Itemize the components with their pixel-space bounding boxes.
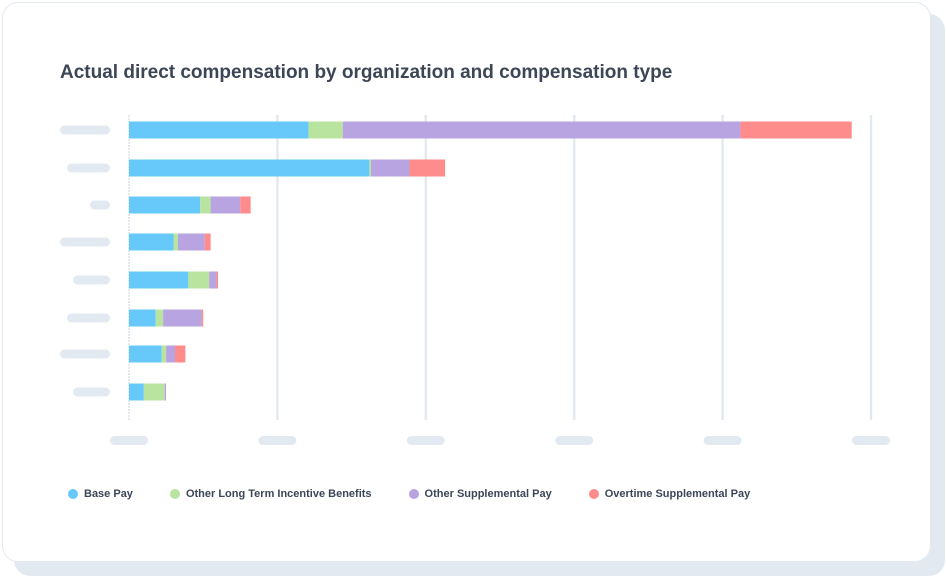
bar-segment-other-supplemental-pay [342, 121, 741, 139]
legend-label: Other Supplemental Pay [424, 488, 552, 500]
bar-segment-base-pay [129, 383, 144, 401]
bar-segment-base-pay [129, 121, 309, 139]
bar-segment-other-supplemental-pay [177, 233, 205, 251]
bar-segment-overtime-supplemental-pay [740, 121, 852, 139]
chart-title: Actual direct compensation by organizati… [60, 62, 673, 83]
category-label-redacted [90, 200, 110, 210]
category-label-redacted [67, 163, 110, 173]
bar-segment-other-long-term-incentive-benefits [143, 383, 165, 401]
bar-segment-other-supplemental-pay [164, 383, 167, 401]
bar-segment-overtime-supplemental-pay [409, 159, 446, 177]
legend-item[interactable]: Other Supplemental Pay [408, 488, 552, 500]
bar-segment-other-long-term-incentive-benefits [308, 121, 343, 139]
legend-dot-icon [408, 489, 419, 499]
category-label-redacted [73, 387, 110, 397]
x-tick-label-redacted [703, 436, 742, 445]
x-tick-label-redacted [258, 436, 297, 445]
x-tick-label-redacted [852, 436, 890, 445]
category-label-redacted [60, 237, 110, 247]
bar-segment-other-long-term-incentive-benefits [161, 345, 167, 363]
legend-item[interactable]: Other Long Term Incentive Benefits [169, 488, 372, 500]
bar-segment-overtime-supplemental-pay [201, 309, 204, 327]
legend-item[interactable]: Base Pay [68, 488, 133, 500]
legend: Base Pay Other Long Term Incentive Benefi… [68, 488, 787, 500]
category-label-redacted [60, 125, 110, 135]
legend-dot-icon [588, 489, 599, 499]
bar-segment-base-pay [129, 233, 174, 251]
bar-segment-other-supplemental-pay [209, 271, 217, 289]
legend-label: Base Pay [84, 488, 133, 500]
legend-item[interactable]: Overtime Supplemental Pay [588, 488, 751, 500]
bar-segment-overtime-supplemental-pay [216, 271, 219, 289]
bar-segment-overtime-supplemental-pay [240, 196, 251, 214]
bar-segment-overtime-supplemental-pay [204, 233, 211, 251]
bar-segment-other-long-term-incentive-benefits [200, 196, 211, 214]
bar-segment-base-pay [129, 159, 370, 177]
legend-dot-icon [68, 489, 78, 499]
x-tick-label-redacted [555, 436, 594, 445]
x-tick-label-redacted [406, 436, 445, 445]
x-tick-label-redacted [110, 436, 148, 445]
bar-segment-other-supplemental-pay [210, 196, 241, 214]
category-label-redacted [60, 349, 110, 359]
category-label-redacted [73, 275, 110, 285]
bar-segment-base-pay [129, 196, 201, 214]
legend-dot-icon [169, 489, 180, 499]
bar-segment-other-long-term-incentive-benefits [369, 159, 371, 177]
bar-segment-other-supplemental-pay [166, 345, 176, 363]
legend-label: Overtime Supplemental Pay [604, 488, 751, 500]
category-label-redacted [67, 313, 110, 323]
bar-segment-base-pay [129, 309, 156, 327]
bar-segment-overtime-supplemental-pay [175, 345, 186, 363]
bar-segment-base-pay [129, 345, 162, 363]
bar-segment-base-pay [129, 271, 189, 289]
bar-segment-other-supplemental-pay [163, 309, 202, 327]
bar-segment-other-supplemental-pay [370, 159, 410, 177]
bar-segment-other-long-term-incentive-benefits [188, 271, 210, 289]
bar-segment-other-long-term-incentive-benefits [155, 309, 164, 327]
legend-label: Other Long Term Incentive Benefits [185, 488, 372, 500]
bar-segment-other-long-term-incentive-benefits [173, 233, 178, 251]
